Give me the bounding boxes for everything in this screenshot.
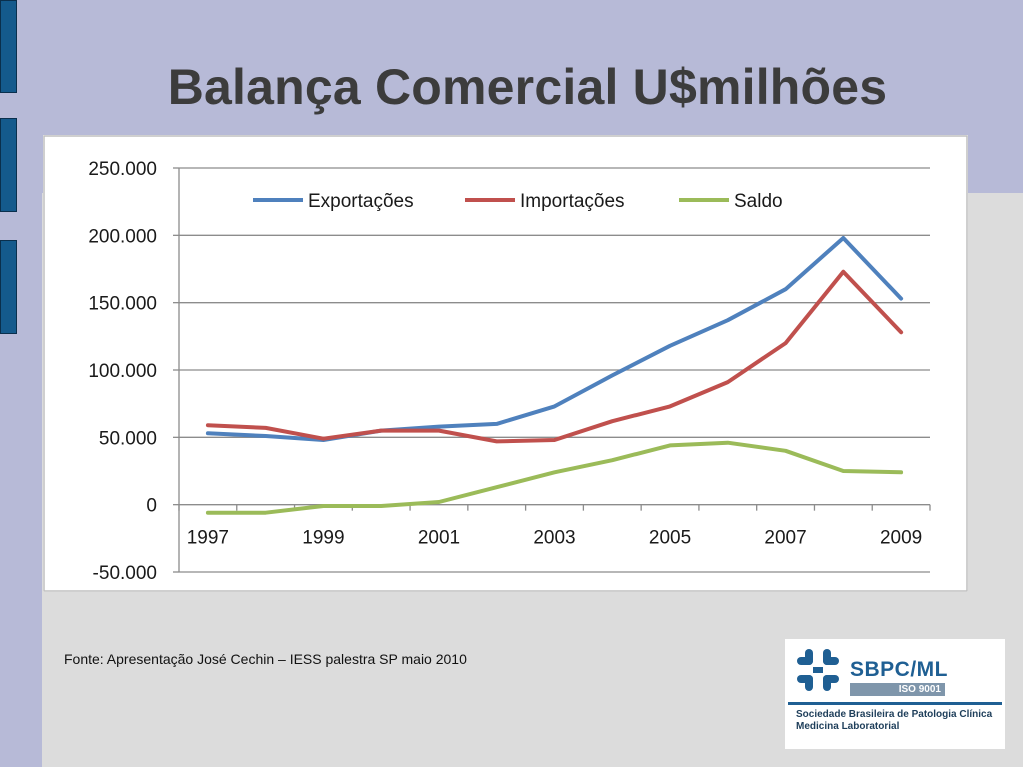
legend-label-saldo: Saldo [734,191,783,212]
side-tab-decoration [0,118,17,212]
slide-title: Balança Comercial U$milhões [167,59,888,115]
chart-border [43,135,968,592]
series-line-saldo [205,440,904,515]
logo-emblem-icon [797,649,839,691]
y-tick-label: 250.000 [88,159,157,180]
x-tick-label: 2001 [418,528,460,549]
series-line-exportacoes [205,236,904,442]
x-tick-label: 2003 [533,528,575,549]
logo-name: SBPC/ML [850,658,948,681]
legend-label-importacoes: Importações [520,191,625,212]
chart-panel: 250.000 200.000 150.000 100.000 50.000 0 -50.0… [43,135,968,592]
logo-divider [788,702,1002,705]
y-tick-label: 0 [146,496,157,517]
x-tick-label: 1999 [302,528,344,549]
x-tick-label: 2007 [764,528,806,549]
x-tick-label: 2009 [880,528,922,549]
x-tick-label: 1997 [187,528,229,549]
y-tick-label: -50.000 [93,563,157,584]
source-note: Fonte: Apresentação José Cechin – IESS p… [64,651,467,667]
x-tick-label: 2005 [649,528,691,549]
line-chart: 250.000 200.000 150.000 100.000 50.000 0 -50.0… [43,135,968,592]
side-tab-decoration [0,0,17,93]
legend-label-exportacoes: Exportações [308,191,414,212]
series-line-importacoes [205,269,904,444]
logo-iso-badge: ISO 9001 [850,683,945,696]
y-tick-label: 100.000 [88,361,157,382]
y-tick-label: 200.000 [88,226,157,247]
sbpc-ml-logo: SBPC/ML ISO 9001 Sociedade Brasileira de… [785,639,1005,749]
side-tab-decoration [0,240,17,334]
y-tick-label: 50.000 [99,428,157,449]
y-tick-label: 150.000 [88,294,157,315]
logo-caption-line-1: Sociedade Brasileira de Patologia Clínic… [796,709,993,720]
logo-caption-line-2: Medicina Laboratorial [796,721,900,732]
